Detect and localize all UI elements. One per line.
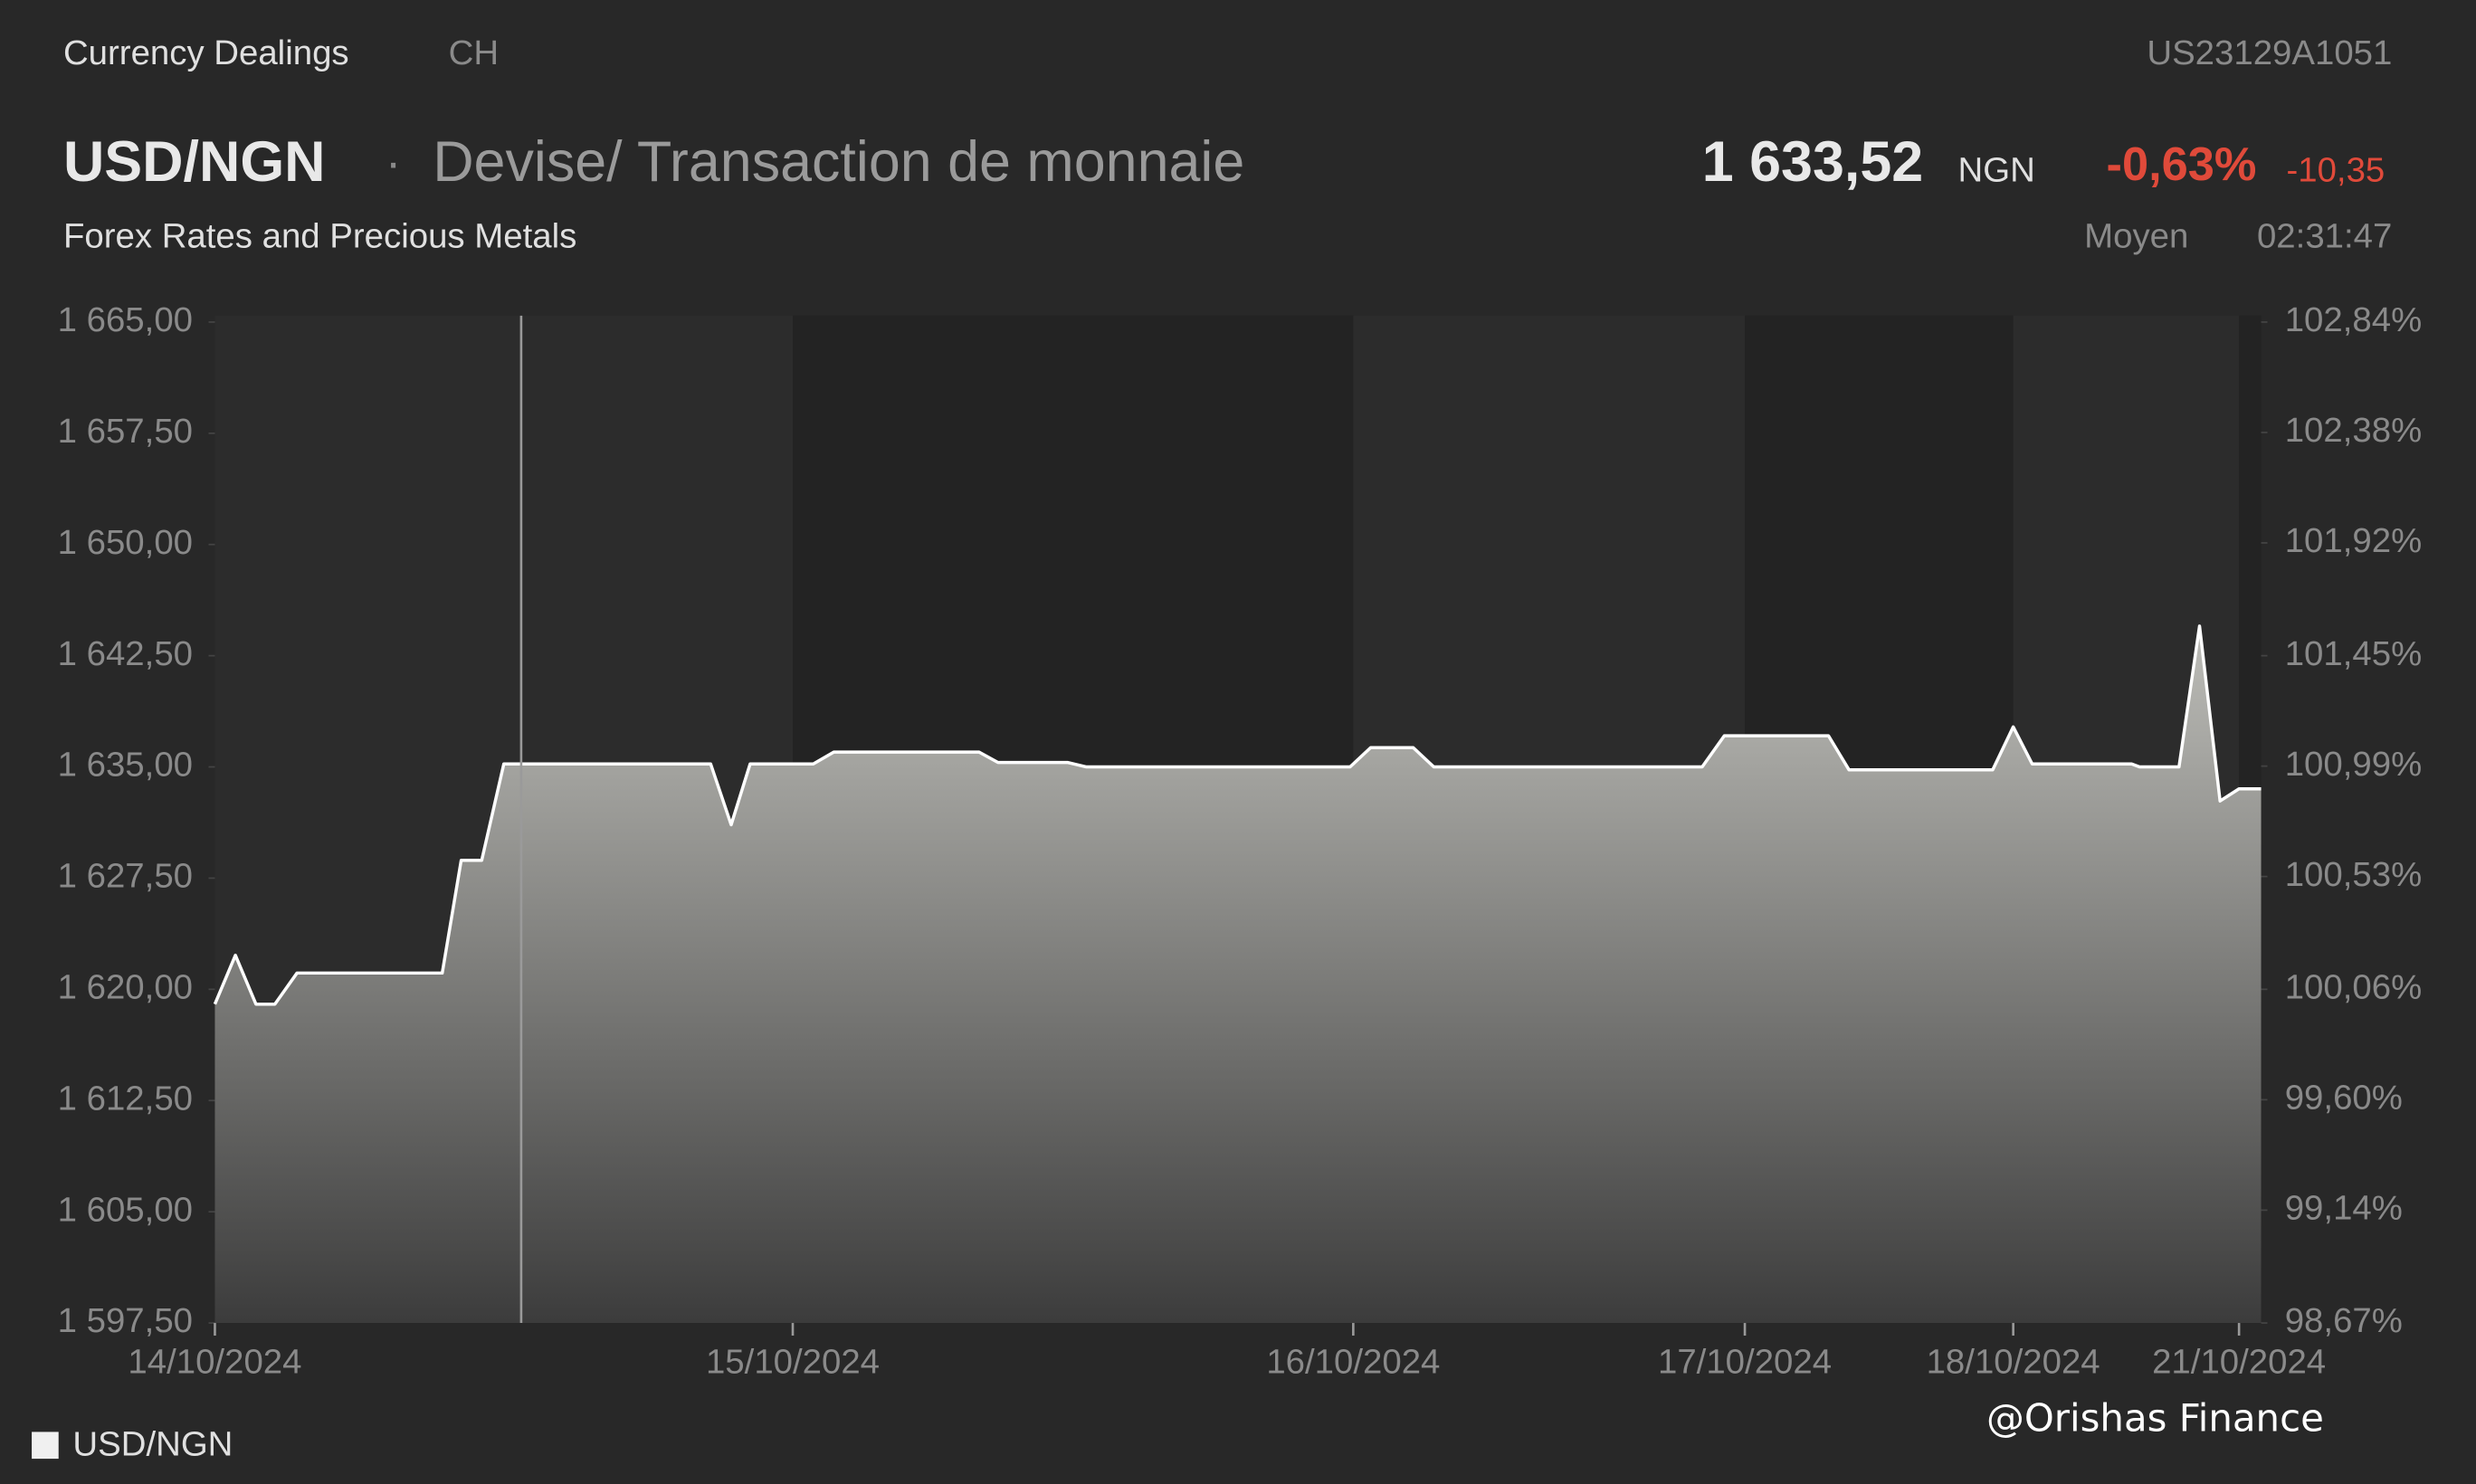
y2-tick-label: 101,45%: [2285, 634, 2423, 673]
y-tick-label: 1 620,00: [58, 967, 193, 1006]
separator: ·: [386, 137, 401, 189]
y-tick-label: 1 657,50: [58, 412, 193, 451]
y2-tick-label: 100,06%: [2285, 967, 2423, 1006]
y2-tick-label: 98,67%: [2285, 1301, 2403, 1340]
line: [213, 624, 2262, 1006]
x-tick-label: 21/10/2024: [2152, 1343, 2326, 1382]
area-fill: [214, 625, 2262, 1324]
plot: [208, 321, 2268, 1336]
x-tick-label: 17/10/2024: [1658, 1343, 1832, 1382]
x-tick-label: 18/10/2024: [1927, 1343, 2100, 1382]
y-tick-label: 1 605,00: [58, 1190, 193, 1229]
price: 1 633,52: [1702, 130, 1923, 194]
y2-tick-label: 99,14%: [2285, 1189, 2403, 1228]
y-tick-label: 1 650,00: [58, 523, 193, 562]
y2-tick-label: 100,99%: [2285, 745, 2423, 784]
y2-tick-label: 102,84%: [2285, 300, 2423, 339]
y-tick-label: 1 612,50: [58, 1079, 193, 1118]
y-tick-label: 1 627,50: [58, 857, 193, 896]
category: Currency Dealings: [63, 33, 349, 72]
y2-tick-label: 101,92%: [2285, 521, 2423, 560]
price-type: Moyen: [2084, 217, 2188, 256]
legend-swatch: [32, 1432, 59, 1460]
exchange: CH: [449, 33, 499, 72]
x-tick-label: 15/10/2024: [706, 1343, 880, 1382]
x-tick-label: 16/10/2024: [1266, 1343, 1440, 1382]
description: Devise/ Transaction de monnaie: [433, 130, 1244, 194]
y2-tick-label: 102,38%: [2285, 411, 2423, 450]
subtitle: Forex Rates and Precious Metals: [63, 217, 576, 256]
change-abs: -10,35: [2286, 150, 2385, 189]
y-tick-label: 1 642,50: [58, 634, 193, 673]
y-tick-label: 1 665,00: [58, 300, 193, 339]
legend-label: USD/NGN: [72, 1424, 233, 1463]
time: 02:31:47: [2257, 217, 2392, 256]
y-tick-label: 1 635,00: [58, 746, 193, 785]
y2-tick-label: 99,60%: [2285, 1078, 2403, 1117]
watermark: @Orishas Finance: [1986, 1396, 2324, 1441]
currency: NGN: [1958, 150, 2035, 189]
x-tick-label: 14/10/2024: [128, 1343, 301, 1382]
symbol: USD/NGN: [63, 130, 326, 194]
y-tick-label: 1 597,50: [58, 1301, 193, 1340]
change-pct: -0,63%: [2107, 138, 2257, 191]
y2-tick-label: 100,53%: [2285, 855, 2423, 894]
isin: US23129A1051: [2147, 33, 2392, 72]
